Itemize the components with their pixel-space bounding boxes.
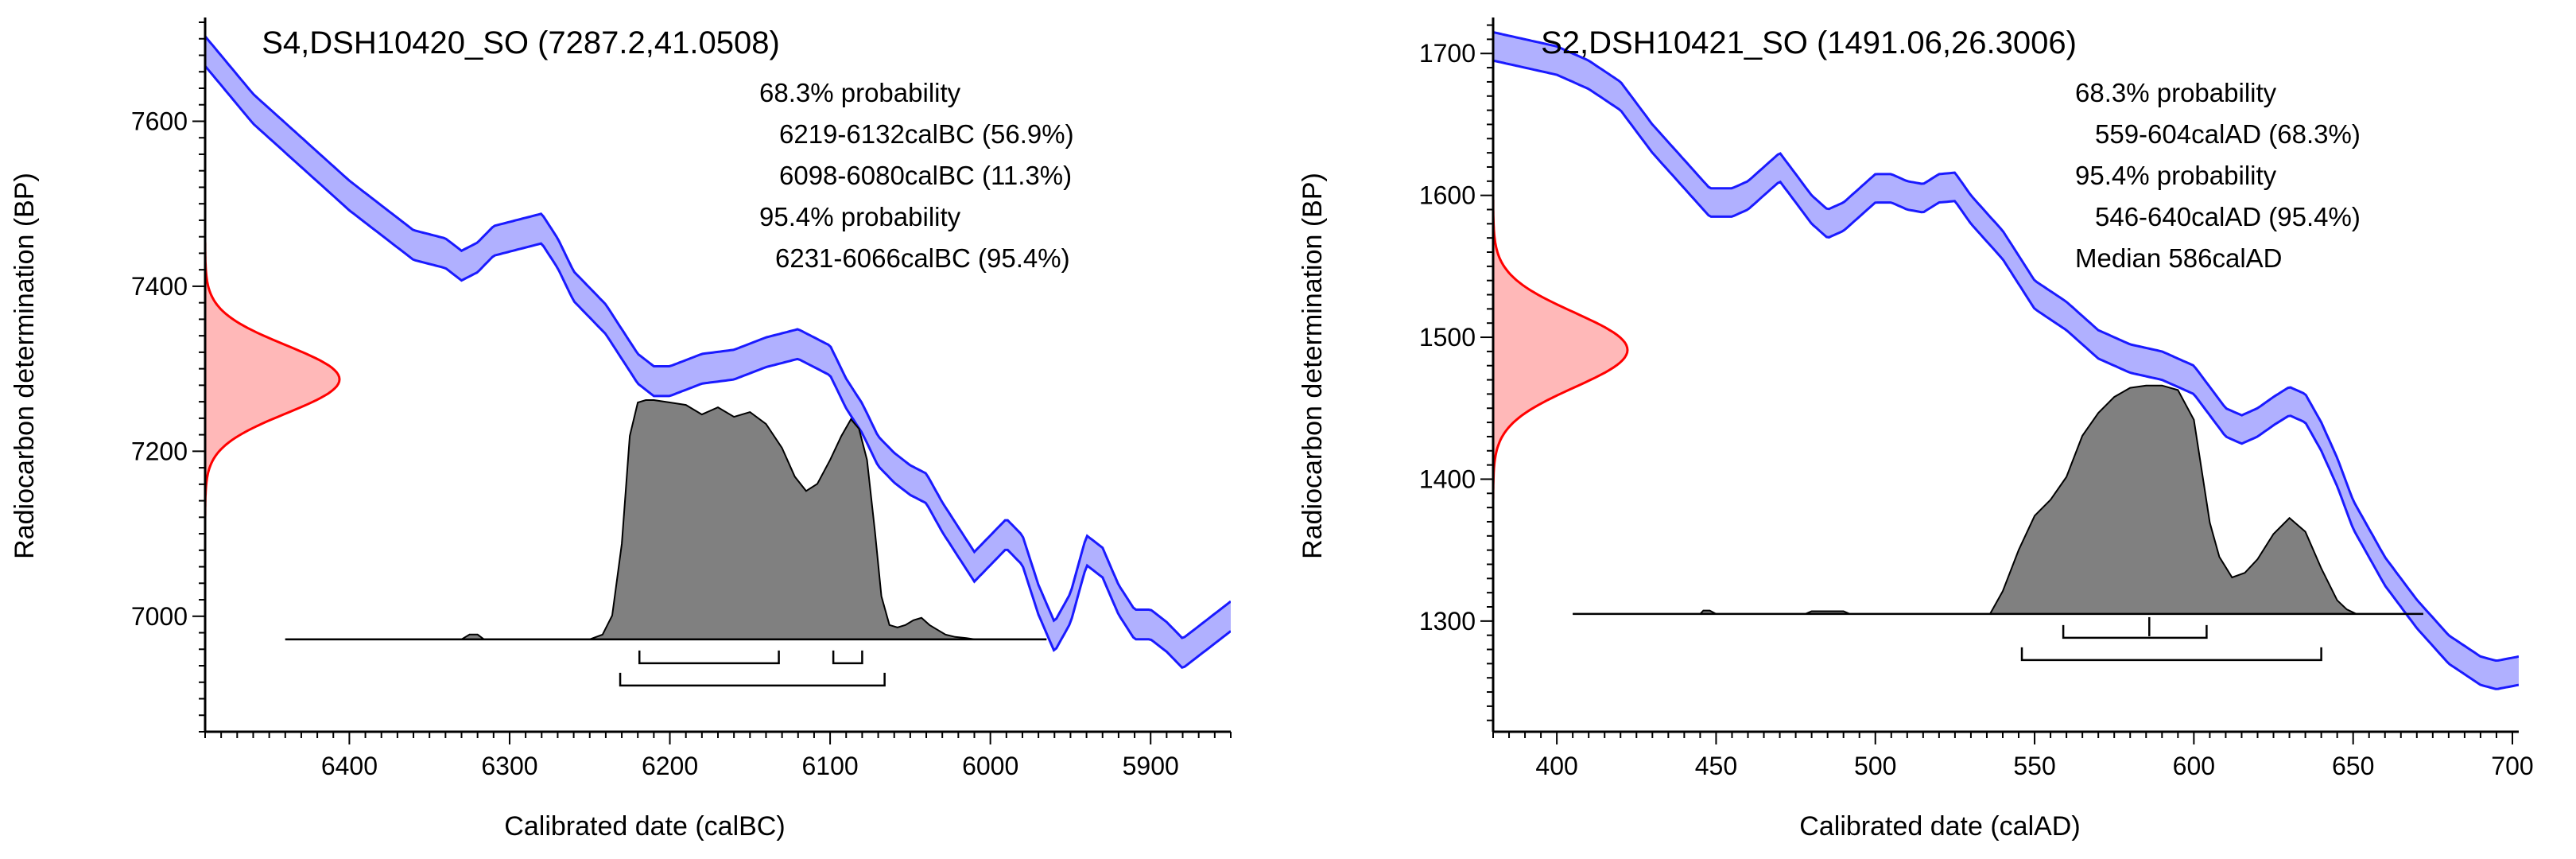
info-line-4: 95.4% probability <box>759 202 961 231</box>
y-axis-label: Radiocarbon determination (BP) <box>1298 173 1328 559</box>
calibration-curve-lower <box>205 65 1231 670</box>
info-line-4: 546-640calAD (95.4%) <box>2095 202 2361 231</box>
info-line-5: 6231-6066calBC (95.4%) <box>775 243 1070 273</box>
calibration-plot-s2-svg: 400 450 500 550 600 650 700 1300 1400 1500 1600 170… <box>1298 17 2534 842</box>
x-tick-label: 650 <box>2332 752 2374 780</box>
y-tick-label: 7600 <box>131 107 188 135</box>
calibration-curve-band <box>1493 32 2519 690</box>
y-tick-label: 7000 <box>131 602 188 631</box>
info-line-5: Median 586calAD <box>2075 243 2283 273</box>
calibrated-density <box>1573 384 2423 615</box>
plot-area <box>205 35 1231 687</box>
range-bracket-68-1 <box>2062 624 2208 639</box>
calibration-plot-s4-svg: 6400 6300 6200 6100 6000 5900 7000 7200 7400 7600… <box>10 17 1232 842</box>
x-tick-label: 5900 <box>1123 752 1179 780</box>
plot-area <box>1493 31 2519 690</box>
calibration-curve-upper <box>1493 31 2519 663</box>
calibrated-density <box>285 399 1047 640</box>
calibration-curve-upper <box>205 35 1231 639</box>
x-tick-label: 550 <box>2013 752 2055 780</box>
y-tick-label: 1600 <box>1419 181 1476 210</box>
range-bracket-95-1 <box>2020 647 2322 662</box>
x-tick-label: 6000 <box>962 752 1018 780</box>
x-tick-label: 6200 <box>642 752 698 780</box>
x-tick-label: 500 <box>1854 752 1896 780</box>
calibration-plot-s2: 400 450 500 550 600 650 700 1300 1400 1500 1600 170… <box>1288 0 2576 859</box>
y-tick-label: 1400 <box>1419 464 1476 493</box>
x-tick-label: 6100 <box>802 752 859 780</box>
measurement-distribution-outline <box>1493 200 1629 501</box>
range-bracket-68-2 <box>832 650 863 665</box>
info-line-2: 559-604calAD (68.3%) <box>2095 119 2361 149</box>
x-tick-label: 700 <box>2491 752 2533 780</box>
info-line-2: 6219-6132calBC (56.9%) <box>779 119 1074 149</box>
x-tick-label: 400 <box>1535 752 1577 780</box>
x-tick-label: 6400 <box>321 752 378 780</box>
x-tick-label: 450 <box>1695 752 1737 780</box>
y-tick-label: 7200 <box>131 437 188 465</box>
info-line-3: 6098-6080calBC (11.3%) <box>779 161 1072 190</box>
x-axis-label: Calibrated date (calAD) <box>1799 811 2080 842</box>
chart-title: S2,DSH10421_SO (1491.06,26.3006) <box>1541 25 2077 60</box>
x-tick-label: 6300 <box>481 752 537 780</box>
range-bracket-68-1 <box>638 650 780 665</box>
y-tick-label: 1300 <box>1419 607 1476 636</box>
y-axis-label: Radiocarbon determination (BP) <box>10 173 40 559</box>
info-line-1: 68.3% probability <box>759 78 961 107</box>
measurement-distribution <box>205 236 339 518</box>
info-line-3: 95.4% probability <box>2075 161 2277 190</box>
calibration-plot-s4: 6400 6300 6200 6100 6000 5900 7000 7200 7400 7600… <box>10 17 1232 842</box>
x-axis-label: Calibrated date (calBC) <box>504 811 785 842</box>
y-tick-label: 7400 <box>131 272 188 301</box>
x-tick-label: 600 <box>2173 752 2215 780</box>
range-bracket-95-1 <box>619 672 886 687</box>
y-tick-label: 1700 <box>1419 39 1476 68</box>
y-tick-label: 1500 <box>1419 323 1476 352</box>
calibration-curve-lower <box>1493 59 2519 690</box>
measurement-distribution <box>1493 200 1627 501</box>
chart-title: S4,DSH10420_SO (7287.2,41.0508) <box>262 25 780 60</box>
info-line-1: 68.3% probability <box>2075 78 2277 107</box>
measurement-distribution-outline <box>205 236 341 518</box>
